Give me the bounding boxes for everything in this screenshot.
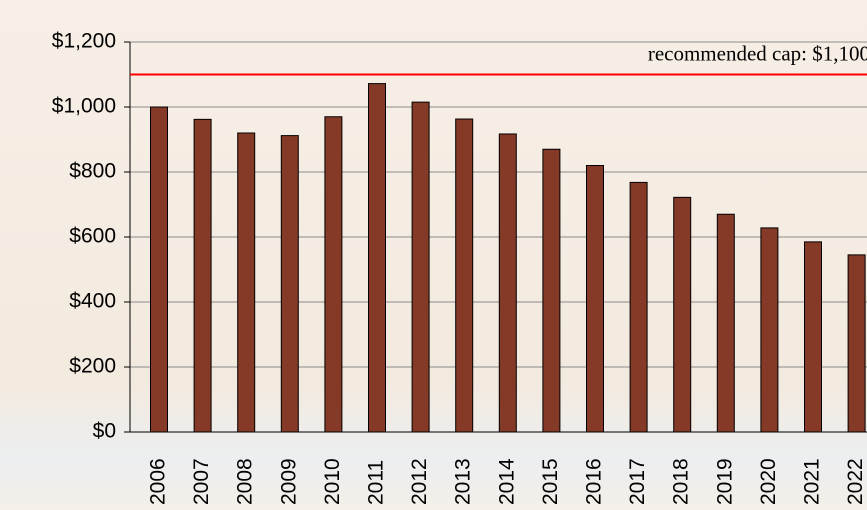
y-tick-label: $800 xyxy=(69,160,116,183)
bar xyxy=(411,101,430,433)
x-tick-label: 2021 xyxy=(801,458,824,505)
bar xyxy=(847,254,866,433)
x-tick-label: 2018 xyxy=(670,458,693,505)
x-tick-label: 2015 xyxy=(539,458,562,505)
reference-label: recommended cap: $1,100 xyxy=(648,41,867,65)
y-tick-label: $1,000 xyxy=(52,95,116,118)
x-tick-label: 2020 xyxy=(757,458,780,505)
bar xyxy=(324,116,343,433)
bar xyxy=(280,135,299,433)
x-tick-label: 2011 xyxy=(365,460,388,505)
x-tick-label: 2007 xyxy=(190,458,213,505)
y-tick-label: $600 xyxy=(69,225,116,248)
bar xyxy=(368,83,386,433)
bar xyxy=(150,106,168,433)
x-tick-label: 2017 xyxy=(626,458,649,505)
x-tick-label: 2006 xyxy=(147,458,170,505)
y-tick-label: $1,200 xyxy=(52,30,116,53)
bar xyxy=(455,118,474,433)
x-tick-label: 2019 xyxy=(713,458,736,505)
bar xyxy=(760,227,779,433)
x-tick-label: 2022 xyxy=(844,458,867,505)
bar xyxy=(673,196,692,433)
bar xyxy=(542,148,561,433)
bar xyxy=(629,181,648,433)
bar xyxy=(804,241,822,433)
y-tick-label: $400 xyxy=(69,290,116,313)
bar xyxy=(586,165,604,433)
bar xyxy=(498,133,517,433)
x-tick-label: 2008 xyxy=(234,458,257,505)
x-tick-label: 2014 xyxy=(495,458,518,505)
x-tick-label: 2016 xyxy=(583,458,606,505)
y-tick-label: $200 xyxy=(69,355,116,378)
x-tick-label: 2010 xyxy=(321,458,344,505)
x-tick-label: 2009 xyxy=(277,458,300,505)
x-tick-label: 2013 xyxy=(452,458,475,505)
bar xyxy=(237,132,256,433)
bar xyxy=(716,213,735,433)
x-tick-label: 2012 xyxy=(408,458,431,505)
y-tick-label: $0 xyxy=(93,420,116,443)
bar xyxy=(193,118,212,433)
